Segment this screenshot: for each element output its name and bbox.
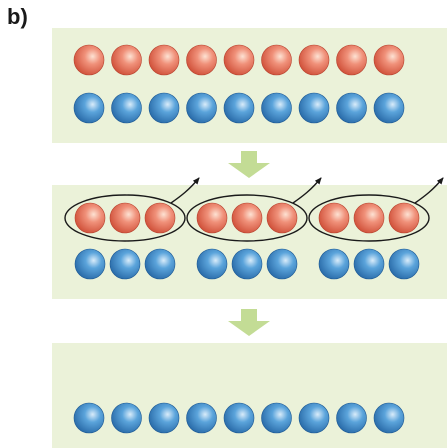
undefined bbox=[111, 402, 142, 434]
undefined bbox=[298, 402, 330, 434]
red-ball-initial bbox=[73, 44, 105, 76]
down-arrow-1 bbox=[228, 151, 270, 178]
removal-arrow bbox=[414, 177, 444, 204]
red-ball-grouped bbox=[144, 202, 176, 234]
red-ball-grouped bbox=[231, 202, 263, 234]
removal-arrow bbox=[170, 177, 200, 204]
red-ball-initial bbox=[148, 44, 180, 76]
red-ball-initial bbox=[111, 44, 142, 76]
panel-label: b) bbox=[7, 4, 28, 29]
red-ball-initial bbox=[298, 44, 330, 76]
undefined bbox=[186, 402, 217, 434]
undefined bbox=[73, 92, 105, 124]
undefined bbox=[73, 402, 105, 434]
red-ball-initial bbox=[373, 44, 405, 76]
red-ball-grouped bbox=[74, 202, 106, 234]
undefined bbox=[231, 248, 263, 280]
red-ball-grouped bbox=[353, 202, 385, 234]
undefined bbox=[261, 92, 292, 124]
undefined bbox=[109, 248, 141, 280]
undefined bbox=[388, 248, 420, 280]
undefined bbox=[74, 248, 106, 280]
undefined bbox=[336, 92, 367, 124]
group-ellipse bbox=[308, 194, 430, 242]
red-ball-grouped bbox=[196, 202, 228, 234]
undefined bbox=[373, 402, 405, 434]
red-ball-grouped bbox=[266, 202, 298, 234]
red-ball-grouped bbox=[388, 202, 420, 234]
undefined bbox=[373, 92, 405, 124]
undefined bbox=[353, 248, 385, 280]
undefined bbox=[336, 402, 367, 434]
red-ball-initial bbox=[223, 44, 255, 76]
undefined bbox=[196, 248, 228, 280]
undefined bbox=[111, 92, 142, 124]
red-ball-grouped bbox=[109, 202, 141, 234]
undefined bbox=[144, 248, 176, 280]
group-ellipse bbox=[186, 194, 308, 242]
undefined bbox=[148, 92, 180, 124]
red-ball-grouped bbox=[318, 202, 350, 234]
undefined bbox=[318, 248, 350, 280]
undefined bbox=[298, 92, 330, 124]
undefined bbox=[261, 402, 292, 434]
undefined bbox=[223, 92, 255, 124]
undefined bbox=[223, 402, 255, 434]
undefined bbox=[148, 402, 180, 434]
removal-arrow bbox=[292, 177, 322, 204]
red-ball-initial bbox=[186, 44, 217, 76]
red-ball-initial bbox=[261, 44, 292, 76]
red-ball-initial bbox=[336, 44, 367, 76]
group-ellipse bbox=[64, 194, 186, 242]
stage-panel-grouped bbox=[52, 185, 447, 299]
undefined bbox=[266, 248, 298, 280]
undefined bbox=[186, 92, 217, 124]
down-arrow-2 bbox=[228, 309, 270, 336]
